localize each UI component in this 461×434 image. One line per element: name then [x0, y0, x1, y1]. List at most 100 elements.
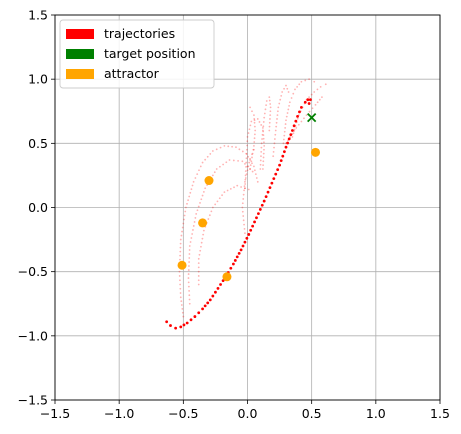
faint-trajectory-point [251, 156, 253, 159]
faint-trajectory-point [262, 152, 265, 155]
faint-trajectory-point [206, 155, 209, 158]
trajectory-point [201, 307, 204, 311]
faint-trajectory-point [197, 262, 200, 265]
faint-trajectory-point [249, 106, 251, 109]
faint-trajectory-point [260, 142, 263, 145]
faint-trajectory-point [225, 161, 228, 164]
faint-trajectory-point [275, 121, 278, 124]
trajectory-point [197, 311, 201, 315]
faint-trajectory-point [268, 129, 271, 132]
faint-trajectory-point [292, 92, 295, 95]
y-tick-label: −1.0 [18, 328, 48, 343]
faint-trajectory-point [285, 115, 288, 118]
faint-trajectory-point [283, 130, 286, 133]
faint-trajectory-point [297, 123, 300, 126]
x-tick-label: 1.0 [366, 406, 386, 421]
faint-trajectory-point [262, 168, 264, 170]
trajectory-point [231, 262, 235, 266]
faint-trajectory-point [242, 193, 245, 196]
trajectory-point [182, 323, 186, 327]
faint-trajectory-point [181, 307, 184, 310]
trajectory-point [272, 177, 276, 181]
faint-trajectory-point [277, 106, 280, 109]
trajectory-point [306, 98, 310, 102]
trajectory-point [189, 318, 193, 322]
trajectory-point [300, 106, 303, 109]
faint-trajectory-point [308, 78, 310, 81]
trajectory-point [251, 224, 255, 228]
faint-trajectory-point [263, 148, 265, 151]
faint-trajectory-point [263, 145, 266, 147]
faint-trajectory-point [192, 225, 195, 227]
faint-trajectory-point [276, 118, 278, 120]
faint-trajectory-point [253, 169, 256, 172]
faint-trajectory-point [274, 133, 277, 136]
faint-trajectory-point [190, 188, 193, 191]
faint-trajectory-point [187, 199, 190, 202]
faint-trajectory-point [246, 165, 249, 168]
faint-trajectory-point [201, 161, 204, 164]
y-tick-label: 0.0 [28, 200, 48, 215]
faint-trajectory-point [223, 191, 226, 194]
faint-trajectory-point [296, 85, 299, 88]
faint-trajectory-point [262, 134, 265, 137]
trajectory-point [308, 98, 312, 102]
faint-trajectory-point [179, 250, 182, 253]
faint-trajectory-point [235, 146, 237, 149]
faint-trajectory-point [268, 96, 271, 99]
faint-trajectory-point [247, 188, 250, 191]
faint-trajectory-point [179, 283, 182, 286]
legend-swatch-trajectories [66, 29, 94, 39]
faint-trajectory-point [240, 186, 242, 188]
faint-trajectory-point [261, 133, 264, 136]
faint-trajectory-point [284, 123, 287, 125]
faint-trajectory-point [242, 198, 245, 200]
faint-trajectory-point [265, 104, 268, 107]
faint-trajectory-point [196, 173, 199, 176]
trajectory-point [266, 190, 270, 194]
faint-trajectory-point [324, 83, 327, 86]
faint-trajectory-point [188, 195, 191, 198]
faint-trajectory-point [256, 180, 259, 183]
faint-trajectory-point [200, 245, 202, 248]
faint-trajectory-point [197, 279, 200, 282]
faint-trajectory-point [181, 226, 184, 229]
faint-trajectory-point [241, 160, 244, 163]
faint-trajectory-point [187, 277, 190, 279]
faint-trajectory-point [251, 153, 253, 156]
trajectory-point [211, 294, 215, 298]
faint-trajectory-point [282, 138, 285, 141]
faint-trajectory-point [293, 128, 296, 131]
faint-trajectory-point [243, 227, 246, 230]
faint-trajectory-point [268, 121, 271, 124]
faint-trajectory-point [246, 169, 249, 172]
faint-trajectory-point [244, 232, 246, 235]
faint-trajectory-point [253, 119, 256, 122]
faint-trajectory-point [208, 214, 211, 217]
faint-trajectory-point [242, 215, 245, 217]
faint-trajectory-point [192, 229, 194, 231]
faint-trajectory-point [188, 249, 191, 251]
x-tick-label: −0.5 [168, 406, 198, 421]
y-tick-label: 1.0 [28, 72, 48, 87]
faint-trajectory-point [245, 173, 248, 176]
trajectory-point [292, 124, 296, 128]
faint-trajectory-point [268, 125, 271, 128]
target-marker [307, 113, 317, 123]
faint-trajectory-point [244, 178, 247, 181]
faint-trajectory-point [227, 145, 230, 148]
faint-trajectory-point [272, 150, 275, 153]
faint-trajectory-point [251, 110, 253, 113]
faint-trajectory-point [275, 125, 278, 128]
trajectory-point [274, 172, 278, 176]
faint-trajectory-point [300, 80, 303, 83]
faint-trajectory-point [260, 155, 262, 158]
faint-trajectory-point [222, 163, 225, 166]
faint-trajectory-point [260, 150, 263, 153]
faint-trajectory-point [249, 164, 252, 167]
faint-trajectory-point [200, 198, 203, 201]
faint-trajectory-point [246, 144, 248, 147]
faint-trajectory-point [282, 142, 285, 145]
faint-trajectory-point [316, 101, 319, 104]
y-tick-label: −1.5 [18, 393, 48, 408]
